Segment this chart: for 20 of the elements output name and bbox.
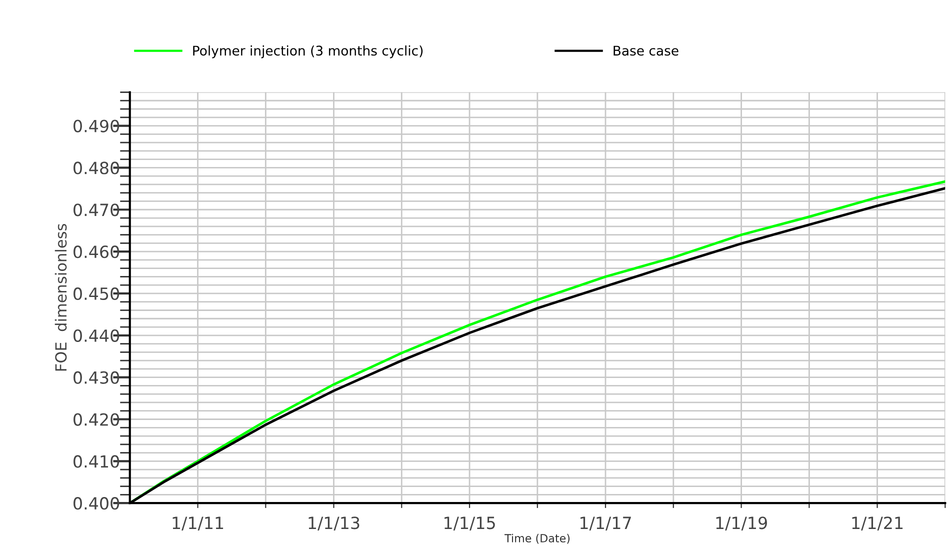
legend-label: Base case <box>614 46 678 56</box>
x-axis-title: Time (Date) <box>504 534 570 544</box>
y-tick-label: 0.460 <box>74 246 120 258</box>
x-tick-label: 1/1/11 <box>172 516 224 531</box>
y-tick-label: 0.420 <box>74 413 120 426</box>
y-tick-label: 0.470 <box>74 204 120 216</box>
y-tick-label: 0.430 <box>74 371 120 384</box>
y-tick-label: 0.410 <box>74 455 120 468</box>
x-tick-label: 1/1/19 <box>716 516 767 531</box>
y-axis-title: FOE dimensionless <box>54 224 67 371</box>
legend-label: Polymer injection (3 months cyclic) <box>193 45 423 58</box>
x-tick-label: 1/1/17 <box>580 516 631 531</box>
y-tick-label: 0.450 <box>74 287 120 300</box>
x-tick-label: 1/1/21 <box>852 516 903 531</box>
y-tick-label: 0.440 <box>74 329 120 342</box>
y-tick-label: 0.490 <box>74 120 120 132</box>
y-tick-label: 0.400 <box>74 497 120 510</box>
x-tick-label: 1/1/15 <box>444 516 495 531</box>
x-tick-label: 1/1/13 <box>308 516 360 531</box>
y-tick-label: 0.480 <box>74 162 120 174</box>
